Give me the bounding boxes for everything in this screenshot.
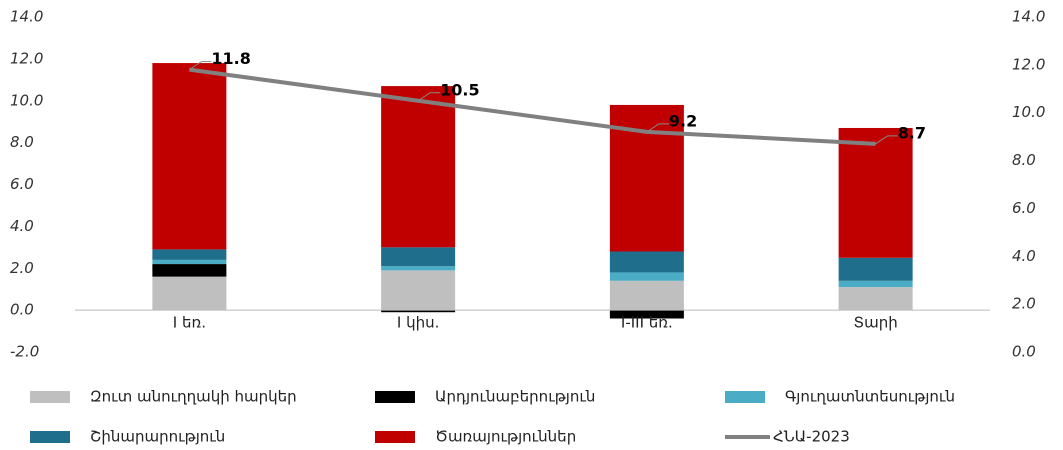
bar-segment bbox=[152, 264, 227, 277]
x-tick-label: Տարի bbox=[854, 314, 898, 332]
bar-segment bbox=[838, 280, 913, 288]
bar-segment bbox=[152, 259, 227, 265]
line bbox=[189, 67, 876, 146]
x-tick-label: I եռ. bbox=[173, 314, 206, 332]
legend-label: Գյուղատնտեսություն bbox=[785, 388, 955, 406]
bar-segment bbox=[381, 86, 456, 248]
y2-tick-label: 8.0 bbox=[1012, 151, 1036, 169]
leader-line bbox=[875, 135, 898, 145]
bar-segment bbox=[381, 247, 456, 267]
data-label: 10.5 bbox=[440, 80, 479, 99]
x-tick-label: I-III եռ. bbox=[621, 314, 673, 332]
bar-segment bbox=[838, 127, 913, 258]
legend-swatch bbox=[375, 431, 415, 443]
y-tick-label: 8.0 bbox=[10, 133, 34, 151]
bar-segment bbox=[381, 310, 456, 313]
legend-swatch bbox=[30, 431, 70, 443]
data-label: 11.8 bbox=[211, 49, 250, 68]
legend-label: Շինարարություն bbox=[90, 428, 225, 446]
bar-segment bbox=[152, 63, 227, 250]
legend-swatch bbox=[375, 391, 415, 403]
y2-tick-label: 10.0 bbox=[1012, 103, 1045, 121]
y2-tick-label: 2.0 bbox=[1012, 295, 1036, 313]
bar-segment bbox=[609, 310, 684, 319]
leader-line bbox=[646, 123, 669, 133]
data-label: 8.7 bbox=[898, 123, 926, 142]
legend-label: Ծառայություններ bbox=[435, 428, 576, 446]
leader-line bbox=[417, 92, 441, 102]
y-tick-label: 4.0 bbox=[10, 217, 34, 235]
bar-segment bbox=[609, 280, 684, 311]
legend-label: Արդյունաբերություն bbox=[435, 388, 595, 406]
bar-segment bbox=[381, 266, 456, 271]
leader-line bbox=[189, 61, 212, 71]
bar-segment bbox=[152, 276, 227, 311]
y-tick-label: 2.0 bbox=[10, 259, 34, 277]
y2-tick-label: 4.0 bbox=[1012, 247, 1036, 265]
bar-segment bbox=[838, 287, 913, 311]
x-tick-label: I կիս. bbox=[397, 314, 439, 332]
y-tick-label: 14.0 bbox=[10, 8, 43, 26]
y2-tick-label: 14.0 bbox=[1012, 8, 1045, 26]
bar-segment bbox=[838, 257, 913, 281]
y-tick-label: 6.0 bbox=[10, 175, 34, 193]
y2-tick-label: 6.0 bbox=[1012, 199, 1036, 217]
legend-swatch bbox=[30, 391, 70, 403]
y2-tick-label: 0.0 bbox=[1012, 343, 1036, 361]
bar-segment bbox=[609, 251, 684, 273]
bar-segment bbox=[381, 270, 456, 311]
bar-segment bbox=[152, 249, 227, 260]
bar-segment bbox=[609, 272, 684, 281]
y-tick-label: 12.0 bbox=[10, 49, 43, 67]
y-tick-label: 10.0 bbox=[10, 91, 43, 109]
legend-swatch bbox=[725, 391, 765, 403]
legend-label: Զուտ անուղղակի հարկեր bbox=[90, 388, 297, 406]
y2-tick-label: 12.0 bbox=[1012, 55, 1045, 73]
y-tick-label: -2.0 bbox=[10, 343, 39, 361]
y-tick-label: 0.0 bbox=[10, 301, 34, 319]
data-label: 9.2 bbox=[669, 111, 697, 130]
legend-label: ՀՆԱ-2023 bbox=[773, 428, 850, 446]
